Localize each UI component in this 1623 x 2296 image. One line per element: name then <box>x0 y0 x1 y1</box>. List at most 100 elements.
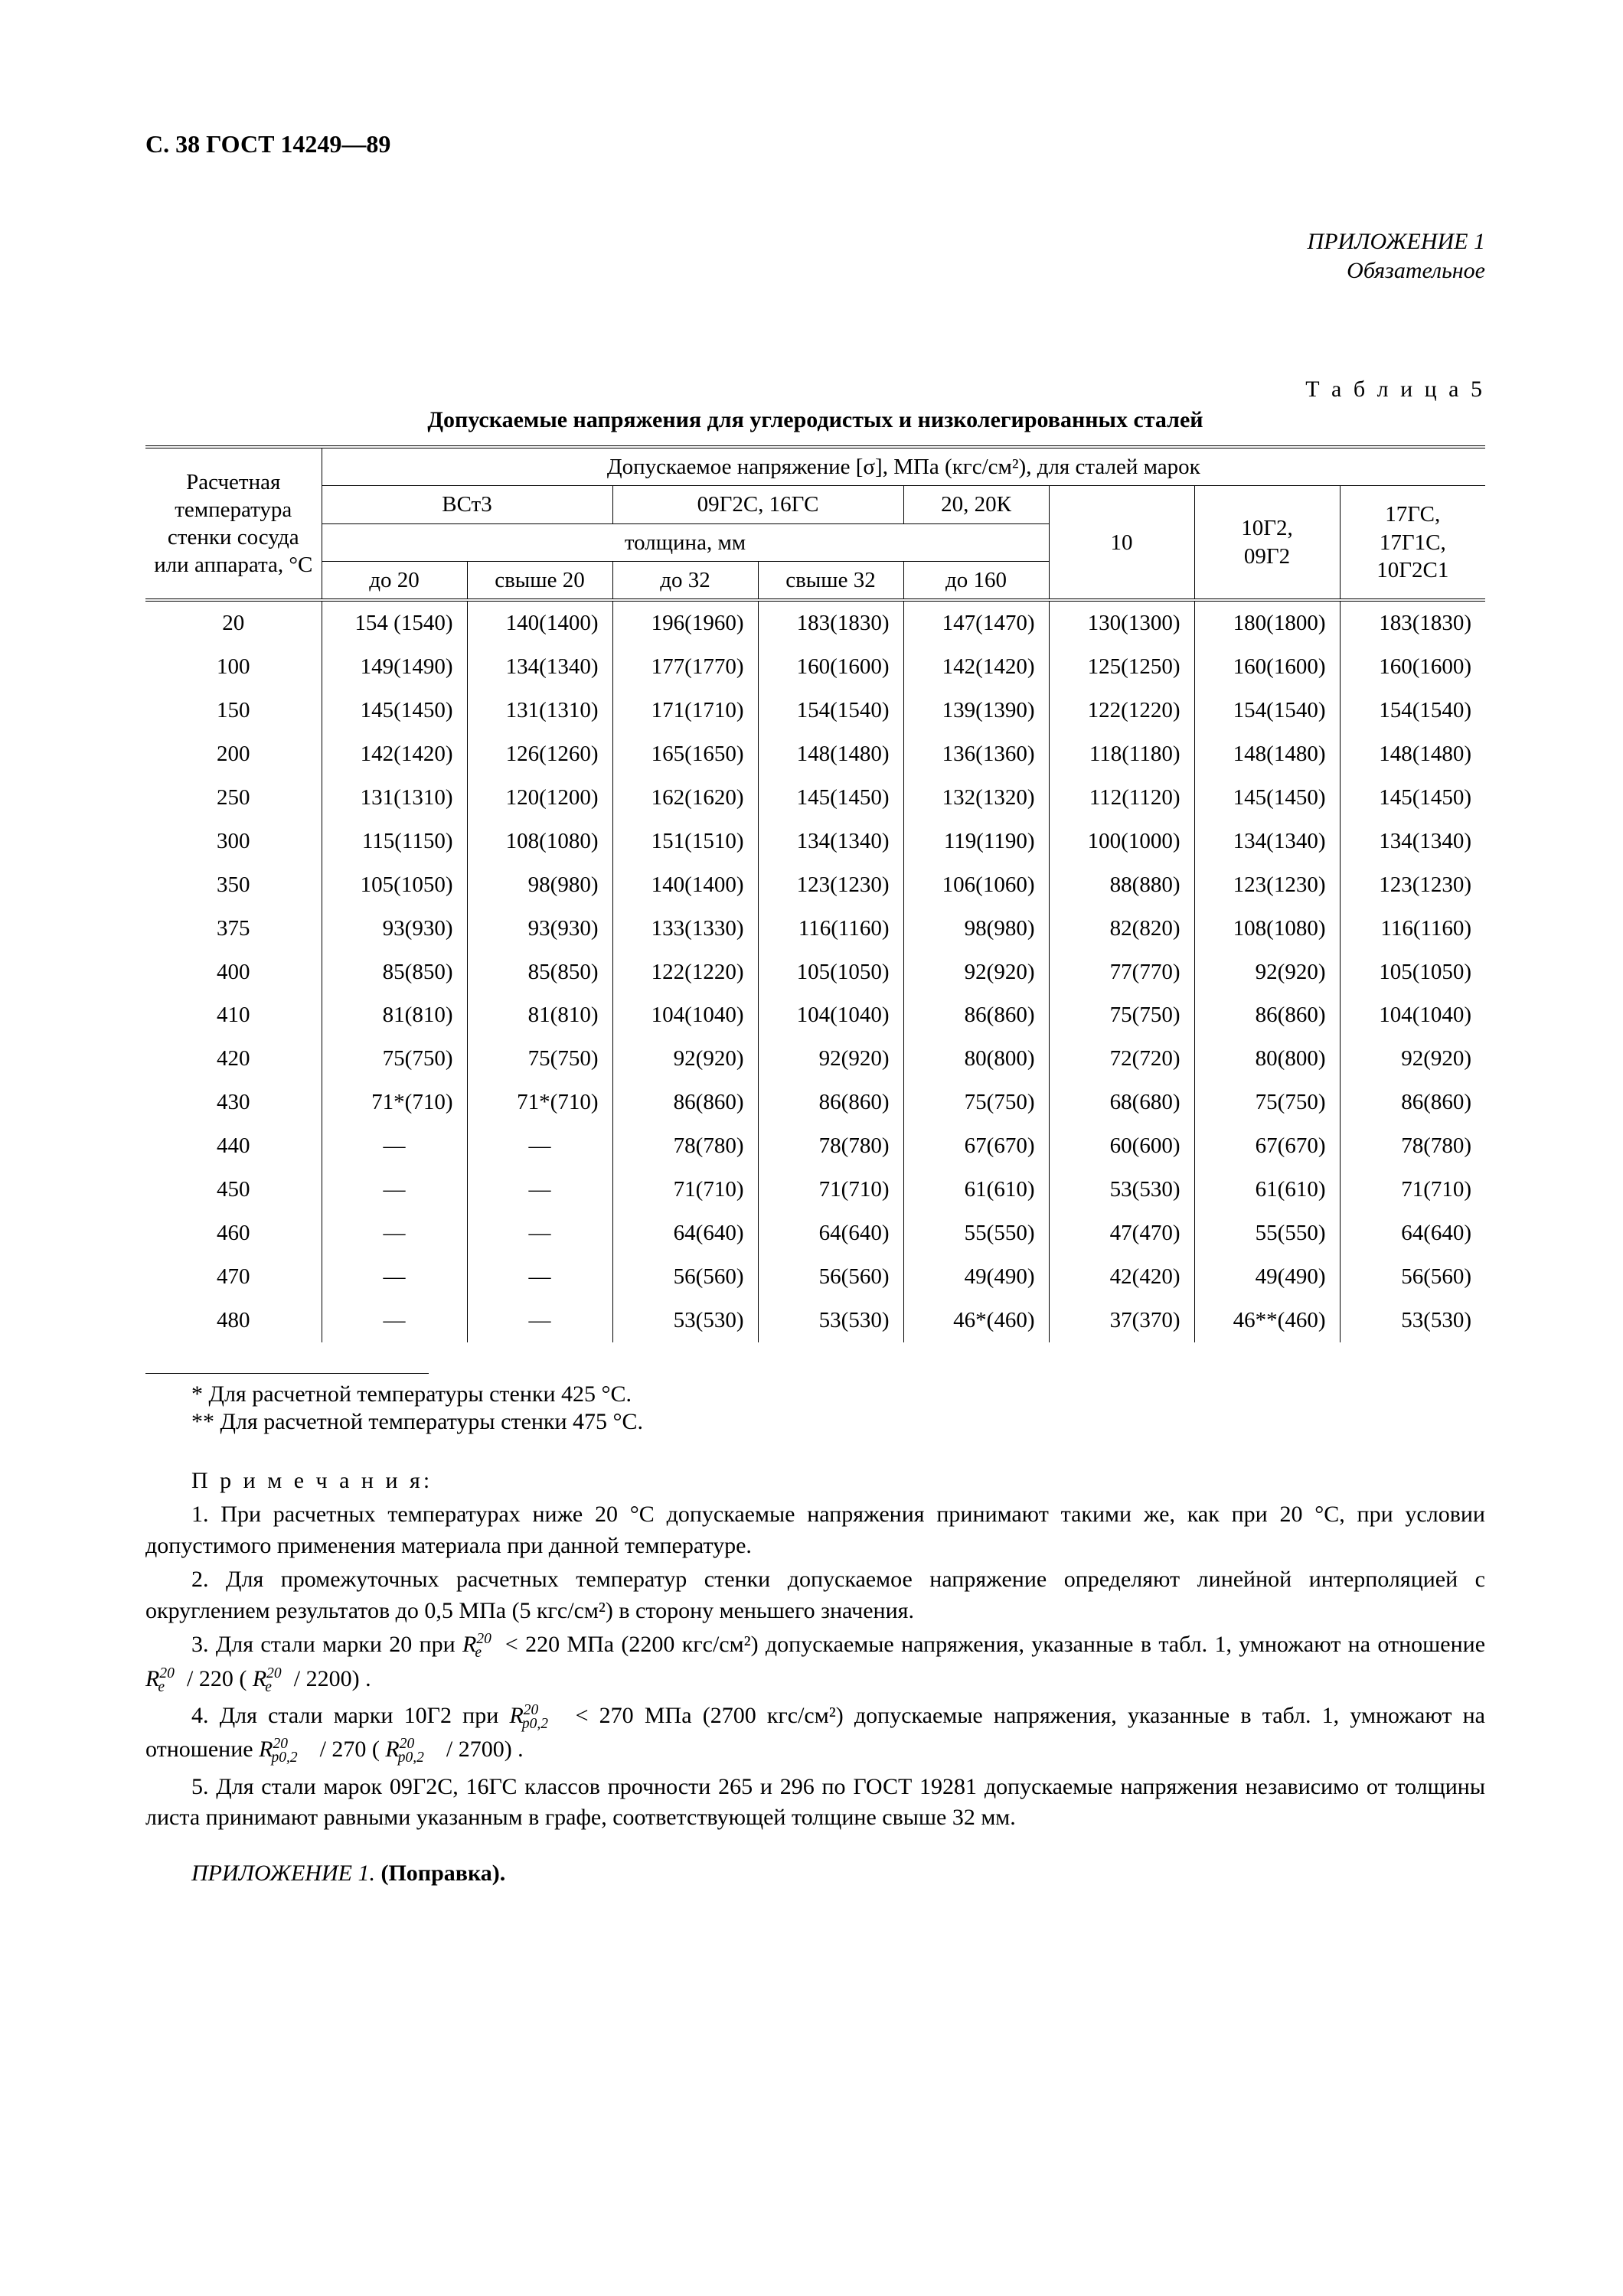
data-cell: 86(860) <box>1340 1081 1485 1124</box>
data-cell: — <box>467 1124 612 1168</box>
data-cell: 130(1300) <box>1049 600 1194 645</box>
data-cell: 123(1230) <box>758 863 903 907</box>
math-re20-1: R20e <box>462 1632 498 1657</box>
table-row: 100149(1490)134(1340)177(1770)160(1600)1… <box>145 645 1485 689</box>
data-cell: 177(1770) <box>612 645 758 689</box>
temp-cell: 470 <box>145 1255 322 1299</box>
data-cell: 80(800) <box>1194 1037 1340 1081</box>
data-cell: 47(470) <box>1049 1212 1194 1255</box>
table-row: 450——71(710)71(710)61(610)53(530)61(610)… <box>145 1168 1485 1212</box>
grp-17gs: 17ГС, 17Г1С, 10Г2С1 <box>1340 486 1485 600</box>
data-cell: 120(1200) <box>467 776 612 820</box>
data-cell: 55(550) <box>1194 1212 1340 1255</box>
data-cell: 165(1650) <box>612 732 758 776</box>
table-row: 42075(750)75(750)92(920)92(920)80(800)72… <box>145 1037 1485 1081</box>
table-row: 250131(1310)120(1200)162(1620)145(1450)1… <box>145 776 1485 820</box>
data-cell: 154(1540) <box>1340 689 1485 732</box>
data-cell: 80(800) <box>903 1037 1049 1081</box>
data-cell: — <box>322 1255 467 1299</box>
data-cell: 123(1230) <box>1340 863 1485 907</box>
table-row: 470——56(560)56(560)49(490)42(420)49(490)… <box>145 1255 1485 1299</box>
data-cell: 134(1340) <box>1194 820 1340 863</box>
data-cell: 131(1310) <box>322 776 467 820</box>
data-cell: 64(640) <box>612 1212 758 1255</box>
data-cell: 151(1510) <box>612 820 758 863</box>
data-cell: 72(720) <box>1049 1037 1194 1081</box>
thickness-label: толщина, мм <box>322 523 1049 561</box>
note-3d: / 2200) . <box>294 1666 371 1691</box>
temp-cell: 100 <box>145 645 322 689</box>
notes-title: П р и м е ч а н и я: <box>145 1466 1485 1497</box>
data-cell: 68(680) <box>1049 1081 1194 1124</box>
data-cell: 71(710) <box>1340 1168 1485 1212</box>
data-cell: 92(920) <box>903 951 1049 994</box>
data-cell: 71(710) <box>612 1168 758 1212</box>
data-cell: 46**(460) <box>1194 1299 1340 1342</box>
table-row: 460——64(640)64(640)55(550)47(470)55(550)… <box>145 1212 1485 1255</box>
temp-cell: 480 <box>145 1299 322 1342</box>
data-cell: 81(810) <box>322 993 467 1037</box>
data-cell: 75(750) <box>1194 1081 1340 1124</box>
data-cell: 134(1340) <box>758 820 903 863</box>
data-cell: 77(770) <box>1049 951 1194 994</box>
data-cell: 53(530) <box>612 1299 758 1342</box>
data-cell: 122(1220) <box>1049 689 1194 732</box>
data-cell: 105(1050) <box>758 951 903 994</box>
data-cell: 46*(460) <box>903 1299 1049 1342</box>
data-cell: — <box>467 1299 612 1342</box>
temp-cell: 20 <box>145 600 322 645</box>
note-1: 1. При расчетных температурах ниже 20 °С… <box>145 1499 1485 1561</box>
note-3a: 3. Для стали марки 20 при <box>191 1632 462 1657</box>
temp-cell: 350 <box>145 863 322 907</box>
note-4: 4. Для стали марки 10Г2 при R20p0,2 < 27… <box>145 1701 1485 1769</box>
data-cell: 154(1540) <box>1194 689 1340 732</box>
data-cell: 131(1310) <box>467 689 612 732</box>
data-cell: 145(1450) <box>322 689 467 732</box>
data-cell: 183(1830) <box>1340 600 1485 645</box>
table-label: Т а б л и ц а 5 <box>145 377 1485 403</box>
data-cell: 104(1040) <box>1340 993 1485 1037</box>
note-4d: / 2700) . <box>446 1737 524 1762</box>
correction-it: ПРИЛОЖЕНИЕ 1. <box>191 1861 375 1886</box>
appendix-block: ПРИЛОЖЕНИЕ 1 Обязательное <box>145 227 1485 285</box>
data-cell: — <box>322 1212 467 1255</box>
sub-do160: до 160 <box>903 561 1049 600</box>
data-cell: 125(1250) <box>1049 645 1194 689</box>
grp-09g2s: 09Г2С, 16ГС <box>612 486 903 523</box>
data-cell: 183(1830) <box>758 600 903 645</box>
table-row: 200142(1420)126(1260)165(1650)148(1480)1… <box>145 732 1485 776</box>
data-cell: 64(640) <box>1340 1212 1485 1255</box>
data-cell: 108(1080) <box>467 820 612 863</box>
data-cell: 71*(710) <box>322 1081 467 1124</box>
data-cell: 116(1160) <box>758 907 903 951</box>
footnote-rule <box>145 1373 429 1374</box>
data-cell: 49(490) <box>1194 1255 1340 1299</box>
data-cell: 105(1050) <box>322 863 467 907</box>
temp-cell: 300 <box>145 820 322 863</box>
table-row: 37593(930)93(930)133(1330)116(1160)98(98… <box>145 907 1485 951</box>
data-cell: 123(1230) <box>1194 863 1340 907</box>
note-4a: 4. Для стали марки 10Г2 при <box>191 1703 509 1728</box>
data-cell: 86(860) <box>612 1081 758 1124</box>
sub-sv20: свыше 20 <box>467 561 612 600</box>
appendix-subtitle: Обязательное <box>145 256 1485 285</box>
math-rp02-1: R20p0,2 <box>509 1703 564 1728</box>
table-row: 150145(1450)131(1310)171(1710)154(1540)1… <box>145 689 1485 732</box>
data-cell: 112(1120) <box>1049 776 1194 820</box>
data-cell: 100(1000) <box>1049 820 1194 863</box>
data-cell: 122(1220) <box>612 951 758 994</box>
data-cell: 85(850) <box>467 951 612 994</box>
data-cell: 104(1040) <box>758 993 903 1037</box>
data-cell: 75(750) <box>1049 993 1194 1037</box>
table-row: 300115(1150)108(1080)151(1510)134(1340)1… <box>145 820 1485 863</box>
data-cell: 92(920) <box>1194 951 1340 994</box>
data-cell: — <box>467 1212 612 1255</box>
page: С. 38 ГОСТ 14249—89 ПРИЛОЖЕНИЕ 1 Обязате… <box>0 0 1623 2296</box>
data-cell: — <box>467 1255 612 1299</box>
data-cell: 126(1260) <box>467 732 612 776</box>
correction: ПРИЛОЖЕНИЕ 1. (Поправка). <box>145 1861 1485 1887</box>
data-cell: 86(860) <box>758 1081 903 1124</box>
data-cell: — <box>322 1299 467 1342</box>
data-cell: 53(530) <box>1340 1299 1485 1342</box>
data-cell: 134(1340) <box>1340 820 1485 863</box>
